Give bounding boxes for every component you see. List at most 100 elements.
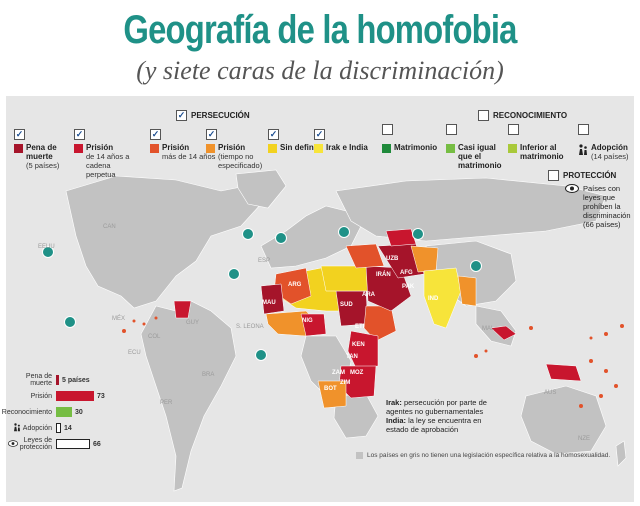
legend-item[interactable]: ✓ Irak e India xyxy=(314,124,380,153)
marker-russia-east xyxy=(412,228,424,240)
summary-bar-value: 14 xyxy=(64,424,72,432)
marker-atlantic-mid xyxy=(228,268,240,280)
country-label: TAN xyxy=(346,354,358,360)
legend-checkbox[interactable]: ✓ xyxy=(206,129,217,140)
nigeria-shape xyxy=(300,313,327,337)
botswana-shape xyxy=(317,380,347,409)
summary-bar xyxy=(56,407,72,417)
summary-bar-label: Reconocimiento xyxy=(1,408,52,416)
legend-subtitle: (tiempo no especificado) xyxy=(218,152,263,170)
section-reconocimiento[interactable]: RECONOCIMIENTO xyxy=(478,110,567,121)
country-label: MAU xyxy=(262,300,276,306)
legend-swatch xyxy=(382,144,391,153)
country-label: CAN xyxy=(103,224,116,230)
adoption-icon xyxy=(578,143,588,161)
myanmar-shape xyxy=(457,275,477,307)
legend-subtitle: más de 14 años xyxy=(162,152,216,161)
section-proteccion[interactable]: PROTECCIÓN xyxy=(548,170,616,181)
country-label: IND xyxy=(428,296,439,302)
legend-checkbox[interactable] xyxy=(508,124,519,135)
greenland-shape xyxy=(235,169,287,209)
summary-bar-row: Prisión 73 xyxy=(8,388,118,404)
country-label: IRÁN xyxy=(376,272,391,278)
legend-swatch xyxy=(446,144,455,153)
country-label: ARG xyxy=(288,282,302,288)
country-label: PER xyxy=(160,400,173,406)
east-africa-shape xyxy=(347,330,379,369)
checkbox-persecucion[interactable]: ✓ xyxy=(176,110,187,121)
summary-bar-label: Pena de muerte xyxy=(25,373,52,387)
summary-bar-row: Adopción 14 xyxy=(8,420,118,436)
country-label: SUD xyxy=(340,302,353,308)
legend-checkbox[interactable]: ✓ xyxy=(14,129,25,140)
legend-swatch xyxy=(206,144,215,153)
gray-swatch xyxy=(356,452,363,459)
island-dots xyxy=(122,316,624,408)
page-title: Geografía de la homofobia xyxy=(123,8,517,52)
legend-item[interactable]: ✓ Prisión (tiempo no especificado) xyxy=(206,124,272,170)
legend-item[interactable]: Inferior al matrimonio xyxy=(508,124,574,161)
page-subtitle: (y siete caras de la discriminación) xyxy=(136,56,504,85)
legend-subtitle: (5 países) xyxy=(26,161,60,170)
legend-checkbox[interactable]: ✓ xyxy=(74,129,85,140)
legend-swatch xyxy=(150,144,159,153)
legend-item[interactable]: Casi igual que el matrimonio xyxy=(446,124,512,170)
summary-bar-label: Adopción xyxy=(22,424,52,432)
summary-bar-value: 66 xyxy=(93,440,101,448)
legend-checkbox[interactable]: ✓ xyxy=(150,129,161,140)
india-shape xyxy=(423,267,462,329)
legend-title: Adopción xyxy=(591,143,628,152)
legend-item[interactable]: ✓ Sin definir xyxy=(268,124,334,153)
legend-checkbox[interactable]: ✓ xyxy=(314,129,325,140)
summary-bars: Pena de muerte 5 países Prisión 73 Reconocim… xyxy=(2,372,118,452)
land-gray xyxy=(65,169,627,492)
legend-checkbox[interactable]: ✓ xyxy=(268,129,279,140)
legend-swatch xyxy=(314,144,323,153)
marker-alaska xyxy=(42,246,54,258)
section-persecucion[interactable]: ✓ PERSECUCIÓN xyxy=(176,110,250,121)
country-label: MÉX xyxy=(112,316,126,322)
legend-checkbox[interactable] xyxy=(578,124,589,135)
legend-title: Casi igual que el matrimonio xyxy=(458,143,502,170)
russia-shape xyxy=(335,177,607,242)
malaysia-shape xyxy=(490,325,517,341)
legend-checkbox[interactable] xyxy=(446,124,457,135)
country-label: ESP xyxy=(258,258,271,264)
country-label: PAK xyxy=(402,284,415,290)
marker-japan xyxy=(470,260,482,272)
middle-east-shape xyxy=(345,243,385,269)
legend-item[interactable]: Matrimonio xyxy=(382,124,448,153)
legend-subtitle: de 14 años a cadena perpetua xyxy=(86,152,130,179)
summary-bar xyxy=(56,423,61,433)
mauritania-shape xyxy=(260,283,285,315)
country-label: COL xyxy=(148,334,161,340)
eye-icon xyxy=(7,439,18,449)
legend-item[interactable]: ✓ Pena de muerte (5 países) xyxy=(14,124,80,170)
summary-bar xyxy=(56,391,94,401)
summary-bar-value: 5 países xyxy=(62,376,90,384)
summary-bar-value: 73 xyxy=(97,392,105,400)
legend-title: Prisión xyxy=(218,143,246,152)
protection-markers xyxy=(42,226,482,361)
summary-bar-row: Leyes de protección 66 xyxy=(7,436,118,452)
marker-pacific xyxy=(64,316,76,328)
country-label: NIG xyxy=(302,318,313,324)
colored-countries xyxy=(173,228,582,409)
footnote: Los países en gris no tienen una legisla… xyxy=(356,452,610,459)
checkbox-reconocimiento[interactable] xyxy=(478,110,489,121)
legend-item[interactable]: ✓ Prisión de 14 años a cadena perpetua xyxy=(74,124,140,179)
summary-bar xyxy=(56,375,59,385)
legend-item[interactable]: Adopción (14 países) xyxy=(578,124,640,161)
country-label: AUS xyxy=(544,390,557,396)
legend-item[interactable]: ✓ Prisión más de 14 años xyxy=(150,124,216,161)
country-label: GUY xyxy=(186,320,200,326)
north-america-shape xyxy=(65,175,262,309)
country-label: ARA xyxy=(362,292,375,298)
legend-swatch xyxy=(508,144,517,153)
legend-checkbox[interactable] xyxy=(382,124,393,135)
legend-swatch xyxy=(268,144,277,153)
marker-russia-west xyxy=(338,226,350,238)
summary-bar-value: 30 xyxy=(75,408,83,416)
south-america-shape xyxy=(140,300,237,492)
checkbox-proteccion[interactable] xyxy=(548,170,559,181)
